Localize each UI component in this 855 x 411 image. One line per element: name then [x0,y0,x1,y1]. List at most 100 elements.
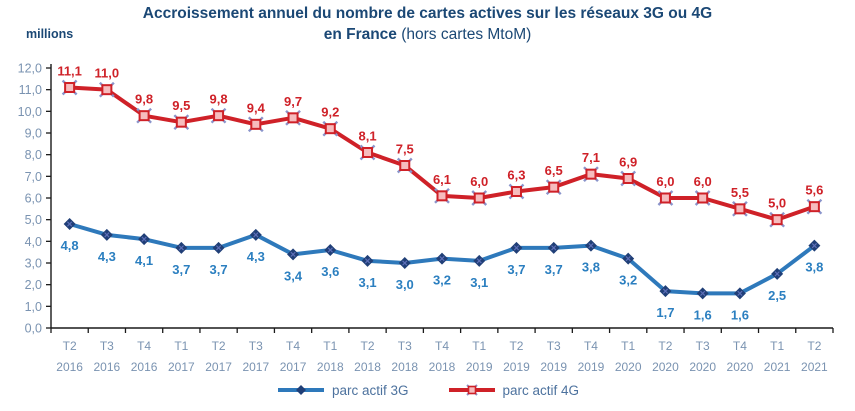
data-label-4g: 11,1 [57,64,82,79]
y-tick-label: 12,0 [18,62,42,76]
data-point-marker-3g [811,243,818,249]
data-point-marker-4g [101,84,113,96]
x-tick-label-year: 2017 [205,360,232,374]
data-label-3g: 3,7 [210,262,228,277]
data-point-marker-3g [215,245,222,251]
x-tick-label-year: 2017 [280,360,307,374]
x-tick-label-quarter: T4 [286,339,300,353]
x-tick-label-quarter: T4 [584,339,598,353]
x-tick-label-year: 2017 [168,360,195,374]
data-label-3g: 3,7 [545,262,563,277]
y-tick-label: 4,0 [25,235,42,249]
data-point-marker-4g [771,214,783,226]
x-tick-label-year: 2018 [429,360,456,374]
y-tick-label: 9,0 [25,127,42,141]
y-tick-label: 5,0 [25,213,42,227]
data-label-3g: 1,6 [731,307,749,322]
x-tick-label-quarter: T3 [696,339,710,353]
data-point-marker-3g [513,245,520,251]
x-tick-label-year: 2016 [94,360,121,374]
data-label-4g: 9,7 [284,94,302,109]
x-tick-label-year: 2019 [540,360,567,374]
y-tick-label: 8,0 [25,148,42,162]
x-tick-label-quarter: T1 [621,339,635,353]
data-point-marker-3g [625,256,631,262]
data-point-marker-4g [659,192,671,204]
data-point-marker-3g [439,256,445,262]
x-tick-label-quarter: T2 [361,339,375,353]
data-label-3g: 4,8 [61,238,79,253]
x-tick-label-year: 2020 [727,360,754,374]
data-point-marker-4g [250,118,262,130]
y-tick-label: 7,0 [25,170,42,184]
data-point-marker-3g [104,232,110,238]
data-point-marker-3g [364,258,371,264]
chart-title-line2: en France (hors cartes MtoM) [0,25,855,46]
data-point-marker-3g [588,243,594,249]
x-tick-label-quarter: T3 [547,339,561,353]
x-tick-label-quarter: T3 [398,339,412,353]
y-tick-label: 6,0 [25,192,42,206]
data-point-marker-3g [476,258,482,264]
data-label-3g: 3,0 [396,277,414,292]
data-label-3g: 4,3 [247,249,265,264]
data-label-4g: 9,8 [210,92,228,107]
x-tick-label-quarter: T2 [509,339,523,353]
data-label-3g: 3,2 [433,273,451,288]
data-label-4g: 6,3 [507,168,525,183]
data-label-3g: 3,8 [805,260,823,275]
data-point-marker-4g [287,112,299,124]
x-tick-label-quarter: T1 [323,339,337,353]
y-tick-label: 3,0 [25,257,42,271]
data-point-marker-4g [510,186,522,197]
x-tick-label-year: 2020 [652,360,679,374]
data-point-marker-4g [399,160,411,171]
data-point-marker-3g [737,290,743,296]
legend-swatch-4g-icon-glyph [467,385,476,395]
data-point-marker-3g [141,236,147,242]
x-tick-label-quarter: T4 [733,339,747,353]
x-tick-label-quarter: T4 [435,339,449,353]
y-tick-label: 0,0 [25,322,42,336]
data-point-marker-4g [138,110,150,122]
x-tick-label-year: 2016 [56,360,83,374]
x-tick-label-quarter: T4 [137,339,151,353]
data-label-4g: 11,0 [95,66,120,81]
legend-swatch-4g-icon [448,384,495,396]
chart-title-line2-bold: en France [323,25,397,43]
data-point-marker-3g [66,221,73,227]
data-point-marker-4g [324,123,336,135]
data-label-4g: 6,9 [619,155,637,170]
y-tick-label: 11,0 [19,83,42,97]
legend: parc actif 3G parc actif 4G [0,382,855,398]
data-label-3g: 3,8 [582,260,600,275]
data-label-3g: 3,6 [321,264,339,279]
x-tick-label-quarter: T2 [807,339,821,353]
x-tick-label-quarter: T1 [770,339,784,353]
data-label-4g: 7,1 [582,150,600,165]
x-tick-label-year: 2016 [131,360,158,374]
data-label-3g: 3,7 [507,262,525,277]
legend-label-4g: parc actif 4G [502,382,580,398]
legend-label-3g: parc actif 3G [331,382,409,398]
x-tick-label-quarter: T2 [212,339,226,353]
data-label-3g: 4,3 [98,249,116,264]
chart-title-line2-suffix: (hors cartes MtoM) [396,25,532,43]
x-tick-label-year: 2017 [242,360,269,374]
data-label-4g: 5,0 [768,196,786,211]
data-label-3g: 3,1 [470,275,488,290]
y-tick-label: 10,0 [18,105,42,119]
chart-title: Accroissement annuel du nombre de cartes… [0,4,855,46]
x-tick-label-year: 2021 [801,360,828,374]
x-tick-label-quarter: T2 [63,339,77,353]
data-label-4g: 9,8 [135,92,153,107]
data-point-marker-4g [622,173,634,184]
data-point-marker-3g [551,245,557,251]
x-tick-label-quarter: T3 [249,339,263,353]
data-point-marker-3g [290,251,296,257]
data-point-marker-4g [548,181,560,193]
chart-title-line1: Accroissement annuel du nombre de cartes… [142,5,713,22]
x-tick-label-year: 2019 [466,360,493,374]
data-label-3g: 1,6 [694,307,712,322]
